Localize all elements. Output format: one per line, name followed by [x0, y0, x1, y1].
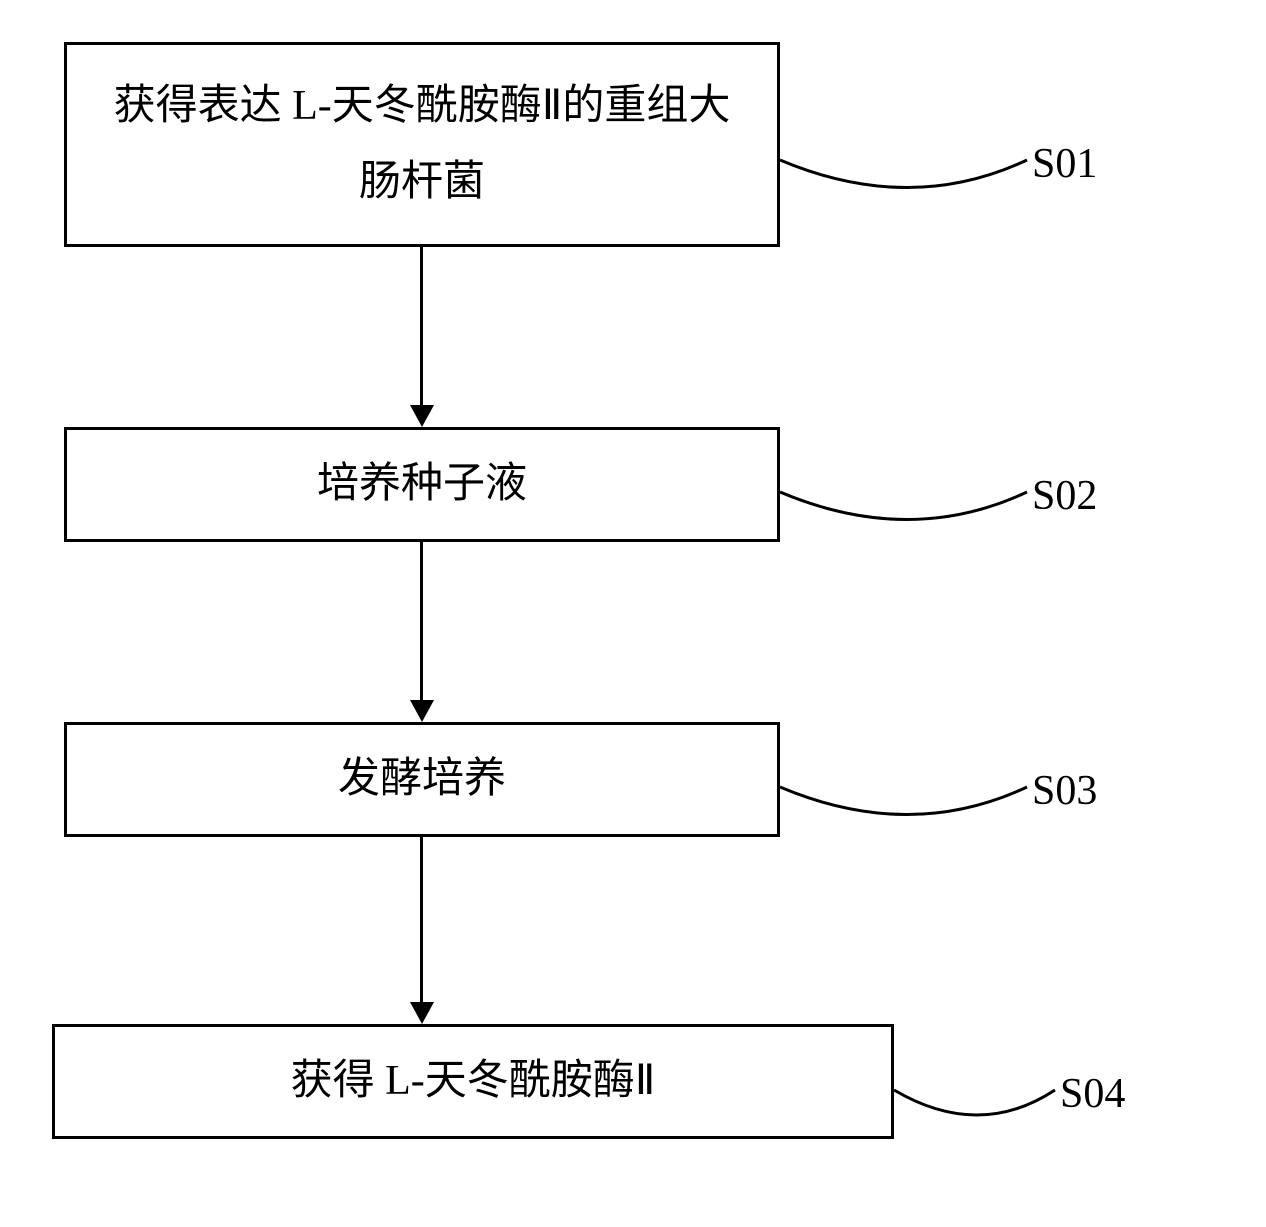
arrow-1	[420, 247, 423, 405]
step-label-s04: S04	[1060, 1070, 1125, 1118]
arrow-head-3	[410, 1002, 434, 1024]
flow-box-text-s04: 获得 L-天冬酰胺酶Ⅱ	[261, 1034, 686, 1130]
step-label-s01: S01	[1032, 140, 1097, 188]
arrow-3	[420, 837, 423, 1002]
step-label-s02: S02	[1032, 472, 1097, 520]
flowchart-container: 获得表达 L-天冬酰胺酶Ⅱ的重组大肠杆菌 S01 培养种子液 S02 发酵培养 …	[0, 0, 1266, 1227]
arrow-2	[420, 542, 423, 700]
connector-curve-s01	[780, 140, 1032, 220]
connector-curve-s03	[780, 767, 1032, 847]
flow-box-text-s01: 获得表达 L-天冬酰胺酶Ⅱ的重组大肠杆菌	[67, 59, 777, 230]
flow-box-s03: 发酵培养	[64, 722, 780, 837]
arrow-head-1	[410, 405, 434, 427]
flow-box-text-s03: 发酵培养	[308, 732, 536, 828]
flow-box-s01: 获得表达 L-天冬酰胺酶Ⅱ的重组大肠杆菌	[64, 42, 780, 247]
connector-curve-s04	[894, 1070, 1060, 1150]
arrow-head-2	[410, 700, 434, 722]
flow-box-s04: 获得 L-天冬酰胺酶Ⅱ	[52, 1024, 894, 1139]
connector-curve-s02	[780, 472, 1032, 552]
flow-box-text-s02: 培养种子液	[287, 437, 557, 533]
flow-box-s02: 培养种子液	[64, 427, 780, 542]
step-label-s03: S03	[1032, 767, 1097, 815]
